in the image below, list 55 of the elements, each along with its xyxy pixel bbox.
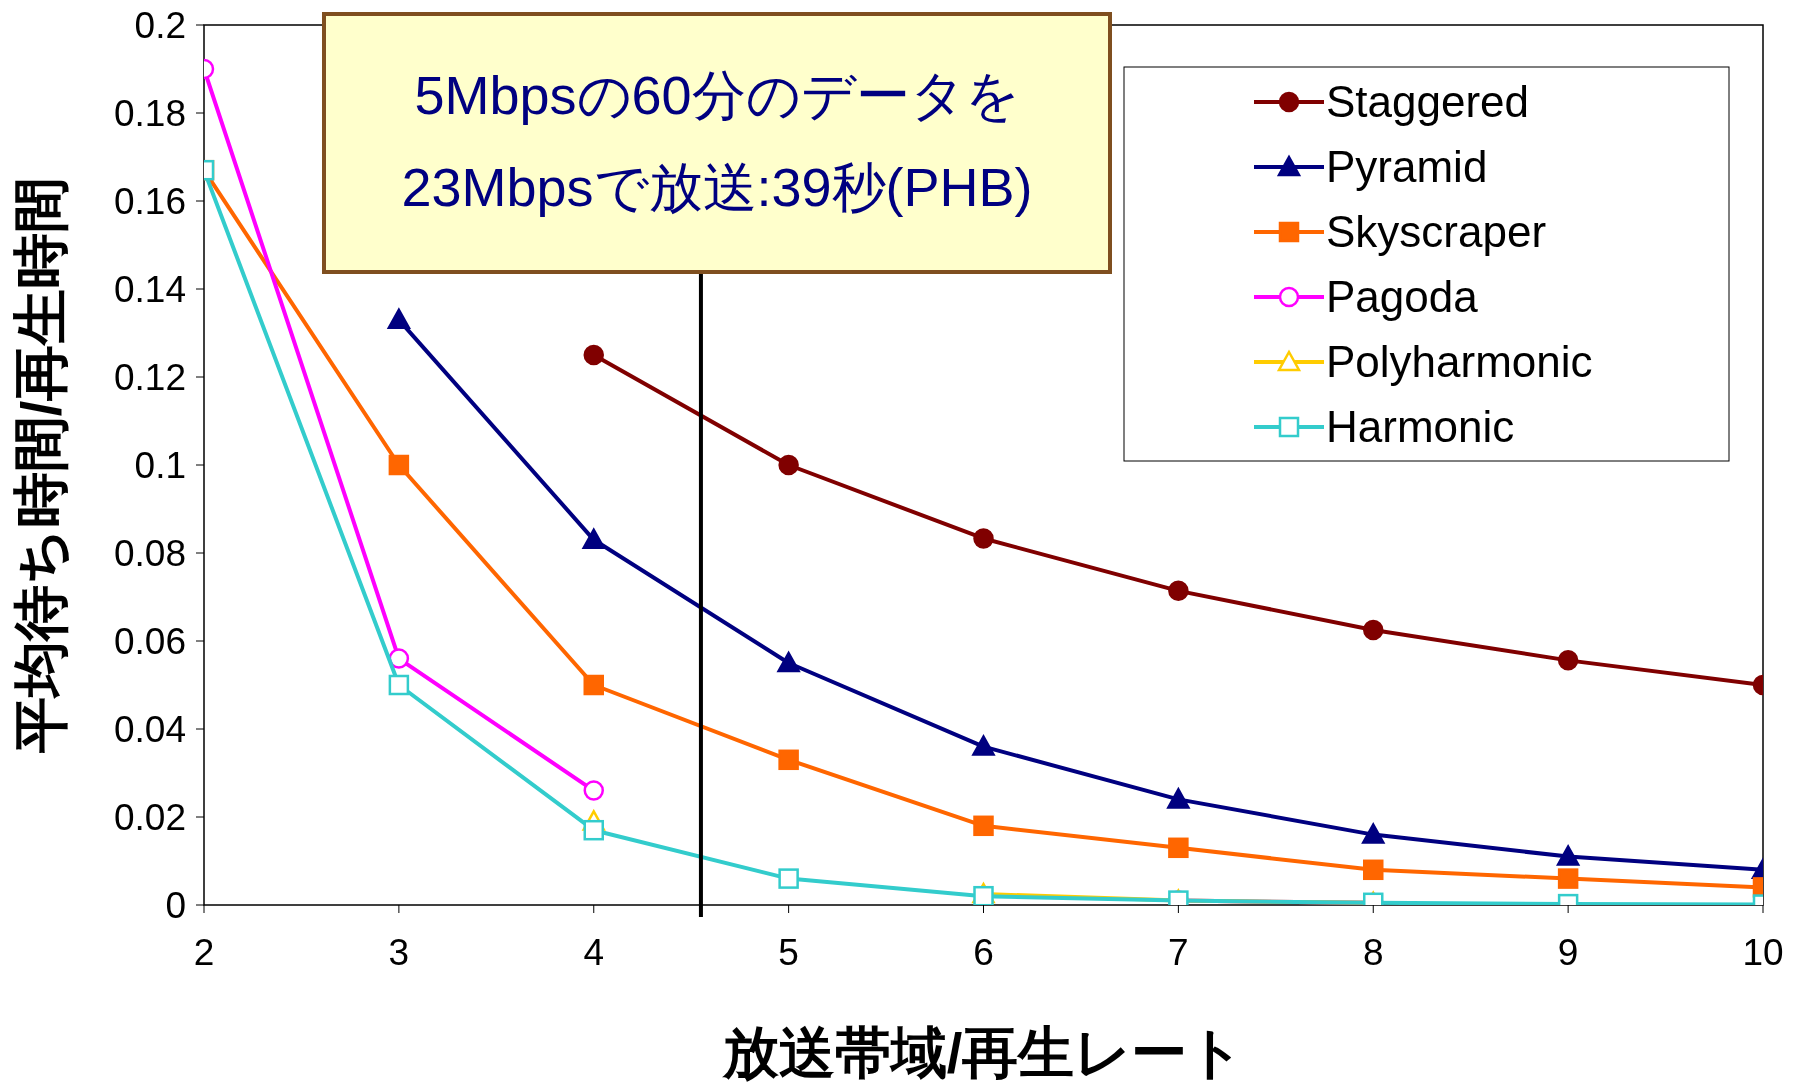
point	[1556, 845, 1580, 866]
point	[1363, 859, 1384, 881]
y-tick-label: 0.12	[113, 357, 186, 398]
point	[973, 885, 994, 905]
point	[388, 674, 410, 696]
point	[388, 454, 410, 476]
y-tick-label: 0.04	[113, 709, 186, 750]
x-tick-label: 2	[193, 932, 215, 973]
y-tick-label: 0.02	[113, 797, 186, 838]
point	[1168, 580, 1189, 602]
y-tick-label: 0.08	[113, 533, 186, 574]
y-tick-label: 0.2	[134, 5, 186, 46]
point	[1363, 619, 1384, 641]
legend-label: Skyscraper	[1326, 207, 1547, 256]
ref-line-label: 5Mbpsの60分のデータを 23Mbpsで放送:39秒(PHB)	[401, 65, 1033, 217]
point	[582, 528, 605, 550]
legend-label: Polyharmonic	[1326, 337, 1593, 386]
x-tick-label: 3	[388, 932, 410, 973]
point	[778, 454, 799, 476]
point	[1557, 650, 1579, 671]
y-tick-label: 0.14	[113, 269, 186, 310]
point	[973, 528, 994, 549]
ref-label: 5Mbpsの60分のデータを 23Mbpsで放送:39秒(PHB)	[322, 12, 1112, 274]
point	[583, 780, 604, 801]
x-tick-label: 5	[778, 932, 799, 973]
legend-label: Harmonic	[1326, 402, 1515, 451]
legend-label: Staggered	[1326, 77, 1530, 126]
point	[387, 308, 411, 330]
point	[778, 749, 799, 771]
y-tick-label: 0.18	[113, 93, 186, 134]
point	[1362, 823, 1385, 844]
y-tick-label: 0.1	[134, 445, 186, 486]
point	[583, 344, 604, 366]
point	[777, 651, 800, 673]
point	[778, 868, 799, 889]
point	[388, 648, 410, 669]
y-tick-label: 0	[165, 885, 186, 926]
x-tick-label: 8	[1362, 932, 1384, 973]
x-tick-label: 4	[583, 932, 605, 973]
x-tick-label: 10	[1742, 932, 1784, 973]
x-axis-title: 放送帯域/再生レート	[721, 1021, 1245, 1084]
point	[972, 735, 995, 756]
y-tick-label: 0.16	[113, 181, 186, 222]
y-axis-title: 平均待ち時間/再生時間	[9, 176, 72, 755]
x-tick-label: 6	[973, 932, 994, 973]
legend-label: Pagoda	[1326, 272, 1479, 321]
point	[1168, 837, 1189, 859]
point	[1167, 788, 1190, 809]
x-tick-label: 7	[1168, 932, 1189, 973]
point	[973, 815, 994, 837]
x-tick-label: 9	[1557, 932, 1579, 973]
point	[1557, 868, 1579, 889]
point	[583, 674, 604, 696]
y-tick-label: 0.06	[113, 621, 186, 662]
legend-label: Pyramid	[1326, 142, 1488, 191]
